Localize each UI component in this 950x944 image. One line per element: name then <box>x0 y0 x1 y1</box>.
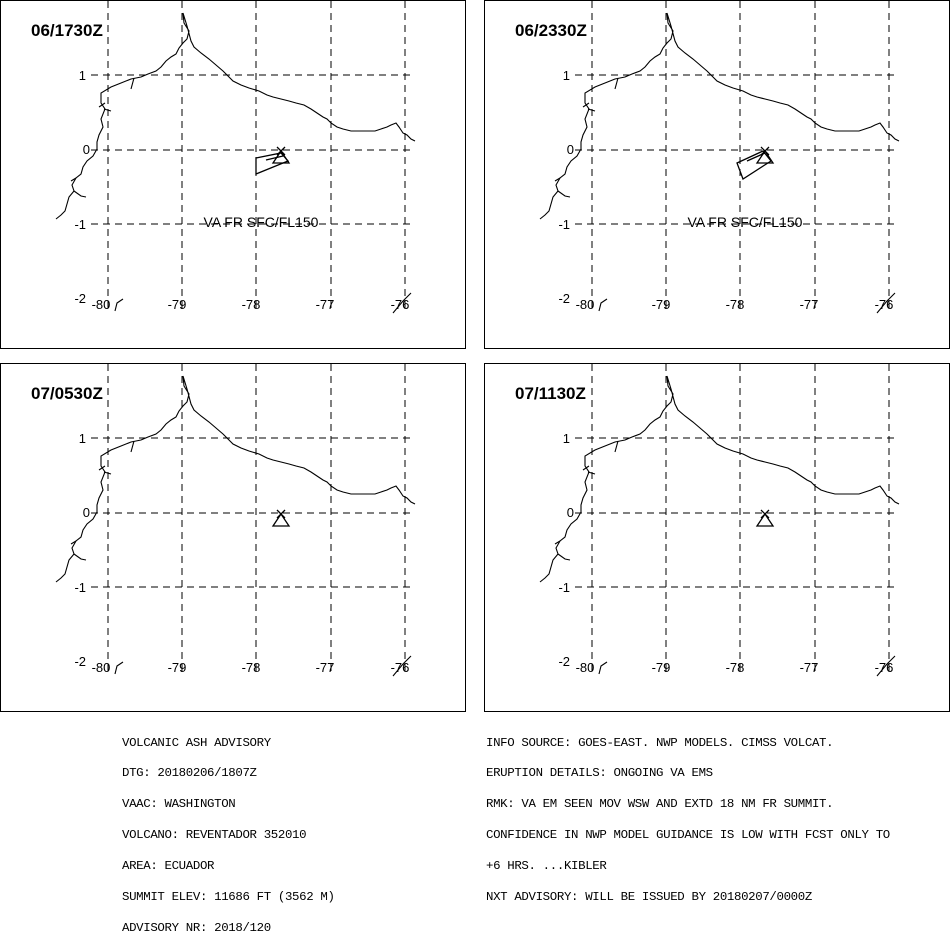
volcano-summit-icon <box>276 509 286 519</box>
lat-tick: -2 <box>558 291 570 306</box>
lat-tick: -2 <box>74 291 86 306</box>
lon-tick: -77 <box>800 297 819 312</box>
volcano-triangle-icon <box>755 512 775 527</box>
coastline-detail <box>554 77 619 198</box>
lat-tick: -2 <box>558 654 570 669</box>
remark: RMK: VA EM SEEN MOV WSW AND EXTD 18 NM F… <box>486 797 834 812</box>
coastline <box>539 375 900 583</box>
next-advisory: NXT ADVISORY: WILL BE ISSUED BY 20180207… <box>486 890 812 905</box>
graticule <box>575 364 895 674</box>
map-3: 1 0 -1 -2 -80 -79 -78 -77 -76 07/0530Z <box>31 364 416 677</box>
forecast-panel-2: 1 0 -1 -2 -80 -79 -78 -77 -76 VA FR SFC/… <box>484 0 950 349</box>
advisory-remarks-block: INFO SOURCE: GOES-EAST. NWP MODELS. CIMS… <box>486 717 890 913</box>
lon-tick: -79 <box>168 297 187 312</box>
volcano-summit-icon <box>760 146 770 156</box>
forecast-panel-3: 1 0 -1 -2 -80 -79 -78 -77 -76 07/0530Z <box>0 363 466 712</box>
lon-tick: -80 <box>92 660 111 675</box>
forecast-panel-1: 1 0 -1 -2 -80 -79 -78 -77 -76 VA FR SFC/… <box>0 0 466 349</box>
coastline-fragment <box>114 292 412 314</box>
advisory-number: ADVISORY NR: 2018/120 <box>122 920 271 935</box>
coastline <box>55 12 416 220</box>
map-1: 1 0 -1 -2 -80 -79 -78 -77 -76 VA FR SFC/… <box>31 1 416 314</box>
confidence-note: CONFIDENCE IN NWP MODEL GUIDANCE IS LOW … <box>486 828 890 843</box>
lon-tick: -77 <box>316 297 335 312</box>
volcano-triangle-icon <box>755 149 775 164</box>
lat-tick: 1 <box>79 68 86 83</box>
coastline-fragment <box>598 655 896 677</box>
lat-tick: 1 <box>563 68 570 83</box>
coastline <box>539 12 900 220</box>
coastline <box>55 375 416 583</box>
map-4: 1 0 -1 -2 -80 -79 -78 -77 -76 07/1130Z <box>515 364 900 677</box>
lat-tick: -1 <box>74 217 86 232</box>
advisory-area: AREA: ECUADOR <box>122 859 215 874</box>
lon-tick: -79 <box>652 660 671 675</box>
eruption-details: ERUPTION DETAILS: ONGOING VA EMS <box>486 766 713 781</box>
forecast-panel-4: 1 0 -1 -2 -80 -79 -78 -77 -76 07/1130Z <box>484 363 950 712</box>
coastline-detail <box>554 440 619 561</box>
ash-cloud-polygon <box>736 150 772 180</box>
lat-tick: -1 <box>74 580 86 595</box>
coastline-detail <box>70 77 135 198</box>
lon-tick: -80 <box>576 297 595 312</box>
lat-tick: 0 <box>567 142 574 157</box>
lon-tick: -77 <box>316 660 335 675</box>
coastline-fragment <box>598 292 896 314</box>
volcano-summit-icon <box>760 509 770 519</box>
lat-tick: 0 <box>83 505 90 520</box>
lat-tick: -1 <box>558 217 570 232</box>
forecast-horizon-note: +6 HRS. ...KIBLER <box>486 859 607 874</box>
lon-tick: -79 <box>168 660 187 675</box>
graticule <box>575 1 895 311</box>
lat-tick: 1 <box>563 431 570 446</box>
advisory-volcano: VOLCANO: REVENTADOR 352010 <box>122 828 307 843</box>
lat-tick: 1 <box>79 431 86 446</box>
lat-tick: 0 <box>83 142 90 157</box>
ash-level-label: VA FR SFC/FL150 <box>204 214 319 230</box>
lat-tick: 0 <box>567 505 574 520</box>
volcano-triangle-icon <box>271 512 291 527</box>
valid-time-title: 06/1730Z <box>31 21 103 40</box>
advisory-dtg: DTG: 20180206/1807Z <box>122 766 257 781</box>
lon-tick: -80 <box>92 297 111 312</box>
advisory-title: VOLCANIC ASH ADVISORY <box>122 735 271 750</box>
lon-tick: -78 <box>726 297 745 312</box>
coastline-fragment <box>114 655 412 677</box>
valid-time-title: 07/0530Z <box>31 384 103 403</box>
valid-time-title: 06/2330Z <box>515 21 587 40</box>
volcano-summit-icon <box>276 146 286 156</box>
advisory-header-block: VOLCANIC ASH ADVISORY DTG: 20180206/1807… <box>122 717 335 944</box>
graticule <box>91 1 411 311</box>
lat-tick: -1 <box>558 580 570 595</box>
info-source: INFO SOURCE: GOES-EAST. NWP MODELS. CIMS… <box>486 735 834 750</box>
lat-tick: -2 <box>74 654 86 669</box>
map-2: 1 0 -1 -2 -80 -79 -78 -77 -76 VA FR SFC/… <box>515 1 900 314</box>
lon-tick: -79 <box>652 297 671 312</box>
lon-tick: -78 <box>242 297 261 312</box>
valid-time-title: 07/1130Z <box>515 384 586 403</box>
lon-tick: -78 <box>726 660 745 675</box>
graticule <box>91 364 411 674</box>
coastline-detail <box>70 440 135 561</box>
lon-tick: -77 <box>800 660 819 675</box>
lon-tick: -80 <box>576 660 595 675</box>
volcano-triangle-icon <box>271 149 291 164</box>
lon-tick: -78 <box>242 660 261 675</box>
advisory-summit-elev: SUMMIT ELEV: 11686 FT (3562 M) <box>122 890 335 905</box>
advisory-vaac: VAAC: WASHINGTON <box>122 797 236 812</box>
ash-level-label: VA FR SFC/FL150 <box>688 214 803 230</box>
